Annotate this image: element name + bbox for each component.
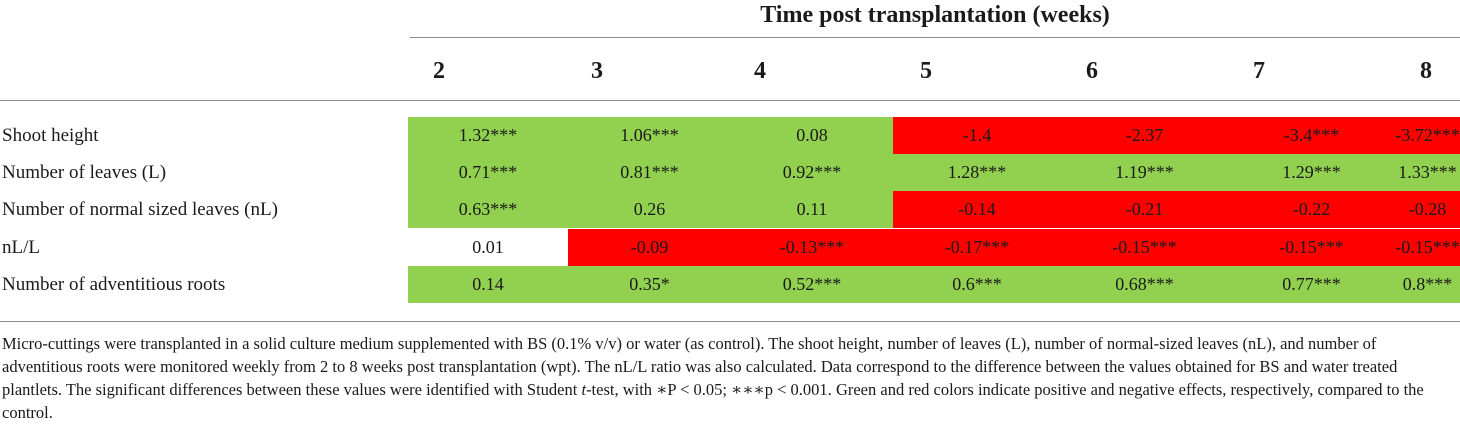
footnote-text-2: -test, with bbox=[586, 380, 657, 399]
row-label: Shoot height bbox=[2, 125, 99, 146]
footnote-t-italic: t bbox=[581, 380, 587, 399]
data-cell: -0.15*** bbox=[1228, 229, 1395, 266]
data-cell: 1.33*** bbox=[1395, 154, 1460, 191]
data-cell: -2.37 bbox=[1061, 117, 1228, 154]
data-cell: 0.11 bbox=[731, 191, 893, 228]
data-cell: 0.92*** bbox=[731, 154, 893, 191]
week-header-4: 4 bbox=[754, 58, 766, 84]
row-label: Number of adventitious roots bbox=[2, 274, 226, 295]
table-title: Time post transplantation (weeks) bbox=[760, 2, 1110, 28]
week-header-2: 2 bbox=[433, 58, 445, 84]
table-bottom-rule bbox=[0, 321, 1460, 322]
data-cell: -1.4 bbox=[893, 117, 1061, 154]
data-cell: -0.15*** bbox=[1395, 229, 1460, 266]
data-cell: 1.19*** bbox=[1061, 154, 1228, 191]
data-cell: -0.22 bbox=[1228, 191, 1395, 228]
data-cell: 0.71*** bbox=[408, 154, 568, 191]
data-cell: 0.26 bbox=[568, 191, 731, 228]
footnote-significance: ∗P < 0.05; ∗∗∗p < 0.001 bbox=[656, 380, 828, 399]
data-cell: -0.14 bbox=[893, 191, 1061, 228]
footnote-text-1: Micro-cuttings were transplanted in a so… bbox=[2, 334, 1398, 399]
row-label: Number of leaves (L) bbox=[2, 162, 167, 183]
data-cell: -0.15*** bbox=[1061, 229, 1228, 266]
row-label: Number of normal sized leaves (nL) bbox=[2, 199, 278, 220]
data-cell: 0.6*** bbox=[893, 266, 1061, 303]
data-cell: 0.8*** bbox=[1395, 266, 1460, 303]
week-header-3: 3 bbox=[591, 58, 603, 84]
header-rule bbox=[0, 100, 1460, 101]
data-cell: 0.63*** bbox=[408, 191, 568, 228]
week-header-5: 5 bbox=[920, 58, 932, 84]
data-cell: -0.17*** bbox=[893, 229, 1061, 266]
data-cell: -0.09 bbox=[568, 229, 731, 266]
footnote-text-3: . Green and red colors indicate positive… bbox=[2, 380, 1424, 422]
data-cell: 0.68*** bbox=[1061, 266, 1228, 303]
data-cell: -3.72*** bbox=[1395, 117, 1460, 154]
data-cell: -0.28 bbox=[1395, 191, 1460, 228]
data-cell: 1.28*** bbox=[893, 154, 1061, 191]
week-header-6: 6 bbox=[1086, 58, 1098, 84]
data-cell: 1.29*** bbox=[1228, 154, 1395, 191]
title-underline bbox=[410, 37, 1460, 38]
data-cell: 0.35* bbox=[568, 266, 731, 303]
data-cell: 0.14 bbox=[408, 266, 568, 303]
data-cell: 0.77*** bbox=[1228, 266, 1395, 303]
row-label: nL/L bbox=[2, 237, 40, 258]
data-cell: 0.52*** bbox=[731, 266, 893, 303]
table-footnote: Micro-cuttings were transplanted in a so… bbox=[2, 332, 1458, 424]
week-header-8: 8 bbox=[1420, 58, 1432, 84]
week-header-7: 7 bbox=[1253, 58, 1265, 84]
data-cell: 0.01 bbox=[408, 229, 568, 266]
data-cell: 1.06*** bbox=[568, 117, 731, 154]
data-cell: -3.4*** bbox=[1228, 117, 1395, 154]
data-cell: 0.81*** bbox=[568, 154, 731, 191]
data-cell: 1.32*** bbox=[408, 117, 568, 154]
data-cell: 0.08 bbox=[731, 117, 893, 154]
data-cell: -0.13*** bbox=[731, 229, 893, 266]
data-cell: -0.21 bbox=[1061, 191, 1228, 228]
